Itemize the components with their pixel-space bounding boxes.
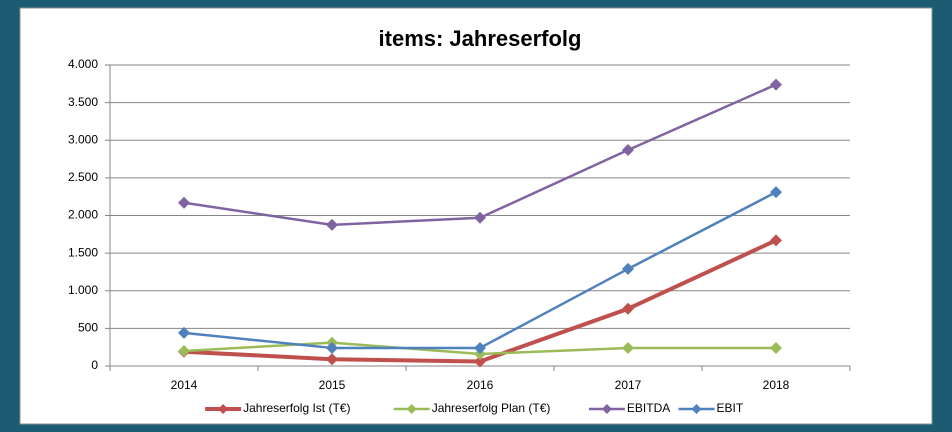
y-tick-label: 2.500 [68, 170, 98, 184]
data-point [326, 218, 338, 231]
y-tick-label: 0 [91, 358, 98, 372]
y-tick-label: 1.500 [68, 245, 98, 259]
x-tick-label: 2015 [319, 378, 346, 392]
data-point [474, 347, 486, 360]
data-point [770, 341, 782, 354]
y-tick-label: 2.000 [68, 208, 98, 222]
y-tick-label: 1.000 [68, 283, 98, 297]
x-tick-label: 2016 [467, 378, 494, 392]
legend-label: Jahreserfolg Plan (T€) [432, 401, 551, 415]
data-point [474, 341, 486, 354]
data-point [474, 211, 486, 224]
data-point [770, 78, 782, 91]
y-tick-label: 500 [78, 321, 98, 335]
legend-marker [218, 404, 229, 414]
y-tick-label: 3.000 [68, 132, 98, 146]
legend-marker [691, 404, 702, 414]
data-point [178, 344, 190, 357]
chart-title: items: Jahreserfolg [379, 26, 582, 51]
data-point [178, 196, 190, 209]
legend-label: Jahreserfolg Ist (T€) [243, 401, 350, 415]
x-tick-label: 2014 [171, 378, 198, 392]
data-point [326, 353, 338, 366]
data-point [178, 326, 190, 339]
x-tick-label: 2018 [763, 378, 790, 392]
y-tick-label: 4.000 [68, 57, 98, 71]
y-tick-label: 3.500 [68, 95, 98, 109]
legend-marker [601, 404, 612, 414]
data-point [622, 262, 634, 275]
data-point [770, 186, 782, 199]
data-point [770, 234, 782, 247]
data-point [622, 341, 634, 354]
data-point [326, 341, 338, 354]
legend-marker [406, 404, 417, 414]
legend-label: EBITDA [627, 401, 670, 415]
x-tick-label: 2017 [615, 378, 642, 392]
data-point [622, 302, 634, 315]
data-point [474, 355, 486, 368]
data-point [622, 144, 634, 157]
legend-label: EBIT [717, 401, 744, 415]
